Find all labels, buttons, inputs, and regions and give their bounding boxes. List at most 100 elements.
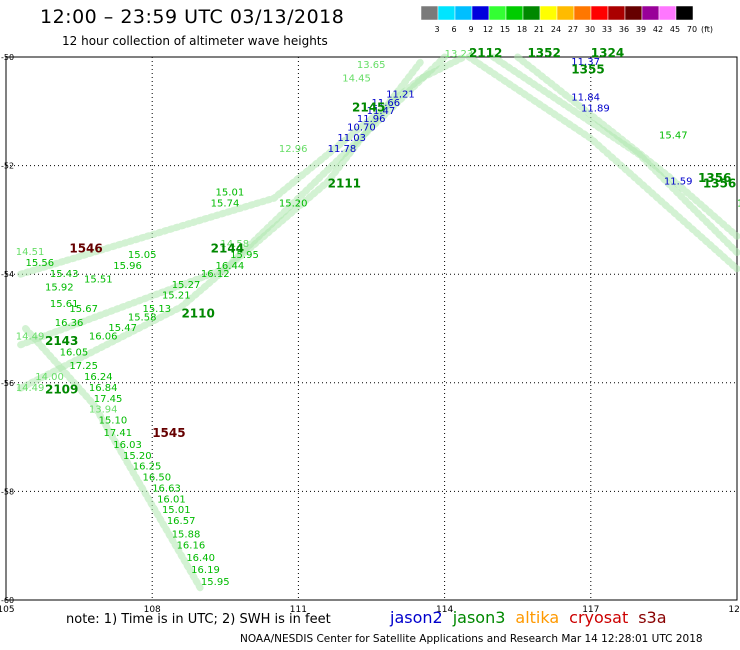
track-trail (17, 53, 449, 349)
wave-height-label: 11.66 (372, 98, 401, 109)
track-trail (514, 53, 740, 240)
colorbar-label: 12 (483, 25, 493, 34)
wave-height-label: 16.57 (167, 516, 196, 527)
colorbar-label: 33 (602, 25, 612, 34)
wave-height-label: 15.58 (128, 312, 157, 323)
colorbar-unit: (ft) (701, 25, 713, 34)
colorbar-label: 18 (517, 25, 527, 34)
wave-height-label: 13.94 (89, 405, 118, 416)
pass-time-label: 2112 (469, 46, 502, 60)
wave-height-label: 15.51 (84, 274, 113, 285)
wave-height-label: 17.41 (103, 428, 132, 439)
wave-height-label: 15.10 (99, 416, 128, 427)
wave-height-label: 16.06 (89, 331, 118, 342)
wave-height-label: 14.49 (16, 383, 45, 394)
colorbar-label: 39 (636, 25, 646, 34)
wave-height-label: 11.84 (571, 92, 600, 103)
pass-time-label: 1545 (152, 426, 185, 440)
track-trail (21, 325, 205, 593)
wave-height-label: 14.58 (220, 239, 249, 250)
wave-height-label: 15.27 (172, 280, 201, 291)
wave-height-label: 13.23 (445, 49, 474, 60)
pass-time-label: 1355 (571, 62, 604, 76)
colorbar-label: 3 (434, 25, 439, 34)
colorbar-label: 45 (670, 25, 680, 34)
color-scale-bar: 3 6 9 12 15 18 21 24 27 30 33 36 39 42 45 70 (ft) (421, 6, 713, 34)
wave-height-label: 14.49 (16, 331, 45, 342)
pass-time-label: 1356 (698, 171, 731, 185)
wave-height-label: 16.36 (55, 318, 84, 329)
wave-height-label: 15.96 (113, 261, 142, 272)
wave-height-label: 13.65 (357, 60, 386, 71)
wave-height-label: 15.95 (201, 577, 230, 588)
wave-height-label: 16.05 (60, 348, 89, 359)
colorbar-label: 30 (585, 25, 595, 34)
pass-time-label: 1352 (527, 46, 560, 60)
track-trail (17, 58, 424, 392)
wave-height-label: 11.96 (357, 114, 386, 125)
wave-height-label: 11.59 (664, 177, 693, 188)
wave-height-label: 16.50 (142, 473, 171, 484)
wave-height-label: 16.40 (186, 553, 215, 564)
wave-height-label: 17.25 (69, 361, 98, 372)
track-trail (489, 53, 740, 256)
wave-height-label: 15.01 (162, 505, 191, 516)
y-tick-label: -58 (1, 487, 14, 496)
pass-time-label: 1324 (591, 46, 624, 60)
pass-time-label: 2109 (45, 383, 78, 397)
wave-height-label: 14.51 (16, 247, 45, 258)
chart-title: 12:00 – 23:59 UTC 03/13/2018 (40, 6, 345, 28)
legend-item-s3a: s3a (638, 608, 667, 627)
colorbar-swatch (675, 6, 694, 21)
wave-height-label: 11.03 (337, 133, 366, 144)
wave-height-label: 16.84 (89, 383, 118, 394)
wave-height-label: 14.00 (35, 372, 64, 383)
track-trail (17, 53, 468, 278)
wave-height-label: 16.16 (177, 540, 206, 551)
wave-height-label: 16.19 (191, 565, 220, 576)
y-tick-label: -50 (1, 53, 14, 62)
wave-height-label: 15.47 (659, 130, 688, 141)
legend-item-jason3: jason3 (452, 608, 506, 627)
wave-height-label: 16.01 (157, 494, 186, 505)
pass-time-label: 2111 (328, 176, 361, 190)
colorbar-label: 9 (468, 25, 473, 34)
wave-height-label: 17.45 (94, 394, 123, 405)
wave-height-label: 15.21 (162, 291, 191, 302)
pass-time-label: 2110 (181, 307, 214, 321)
colorbar-label: 42 (653, 25, 663, 34)
x-tick-label: 105 (0, 605, 15, 615)
chart-subtitle: 12 hour collection of altimeter wave hei… (62, 34, 328, 48)
x-tick-label: 120 (728, 605, 740, 615)
wave-height-label: 15.12 (737, 198, 740, 209)
pass-time-label: 1546 (69, 241, 102, 255)
wave-height-label: 16.25 (133, 462, 162, 473)
wave-height-label: 14.45 (342, 73, 371, 84)
wave-height-label: 11.78 (328, 144, 357, 155)
x-tick-label: 117 (582, 605, 599, 615)
y-tick-label: -60 (1, 596, 14, 605)
wave-height-label: 15.43 (50, 269, 79, 280)
wave-height-label: 15.88 (172, 530, 201, 541)
wave-height-label: 15.13 (142, 304, 171, 315)
wave-height-label: 16.03 (113, 440, 142, 451)
wave-height-label: 11.47 (367, 106, 396, 117)
wave-height-label: 15.20 (279, 198, 308, 209)
pass-time-label: 2145 (352, 100, 385, 114)
wave-height-label: 11.89 (581, 103, 610, 114)
wave-height-label: 15.47 (108, 323, 137, 334)
colorbar-label: 24 (551, 25, 561, 34)
y-tick-label: -54 (1, 270, 14, 279)
wave-height-label: 16.63 (152, 483, 181, 494)
wave-height-label: 15.74 (211, 198, 240, 209)
colorbar-label: 36 (619, 25, 629, 34)
wave-height-label: 10.70 (347, 122, 376, 133)
pass-time-label: 1356 (703, 176, 736, 190)
x-tick-label: 111 (290, 605, 307, 615)
credit-line: NOAA/NESDIS Center for Satellite Applica… (240, 633, 703, 645)
wave-height-label: 15.67 (69, 304, 98, 315)
footer-note: note: 1) Time is in UTC; 2) SWH is in fe… (66, 612, 331, 627)
wave-height-label: 15.01 (216, 187, 245, 198)
satellite-legend: jason2 jason3 altika cryosat s3a (390, 608, 677, 627)
wave-height-label: 11.37 (571, 57, 600, 68)
